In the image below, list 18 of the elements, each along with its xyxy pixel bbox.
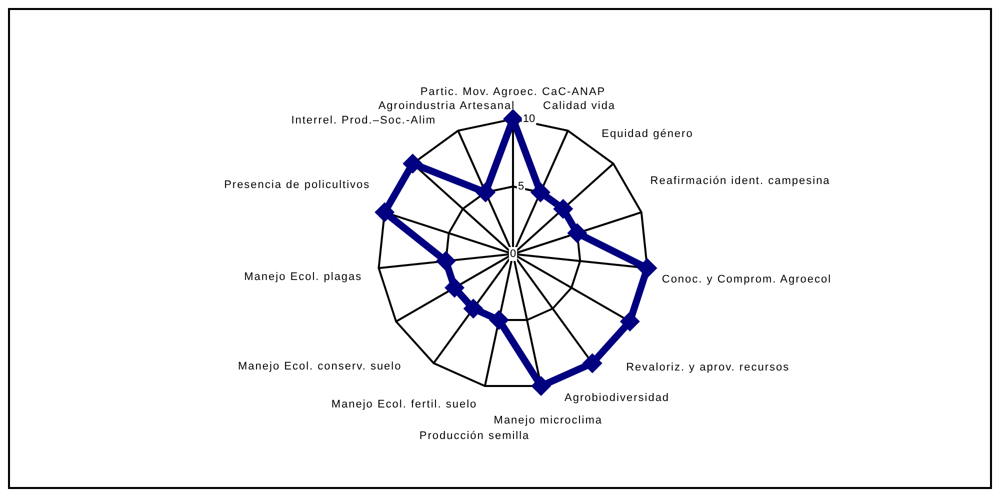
- spoke-label: Equidad género: [602, 128, 694, 140]
- spoke-label: Agroindustria Artesanal: [378, 100, 516, 112]
- spoke-label: Manejo Ecol. plagas: [244, 271, 362, 284]
- spoke-label: Conoc. y Comprom. Agroecol: [662, 274, 832, 286]
- spoke-label: Agrobiodiversidad: [564, 392, 670, 404]
- spoke-label: Revaloriz. y aprov. recursos: [626, 362, 790, 374]
- spoke-label: Manejo Ecol. conserv. suelo: [238, 360, 402, 372]
- y-tick-label: 10: [522, 113, 536, 125]
- spoke-label: Partic. Mov. Agroec. CaC-ANAP: [420, 86, 606, 98]
- y-tick-label: 0: [510, 248, 516, 260]
- y-tick-label: 5: [518, 180, 524, 192]
- spoke-label: Calidad vida: [543, 100, 616, 112]
- spoke-label: Interrel. Prod.–Soc.-Alim: [291, 114, 436, 127]
- spoke-label: Producción semilla: [419, 430, 530, 442]
- spoke-label: Reafirmación ident. campesina: [650, 175, 830, 188]
- spoke-label: Presencia de policultivos: [224, 178, 370, 191]
- spoke-label: Manejo Ecol. fertil. suelo: [331, 398, 478, 411]
- spoke-label: Manejo microclima: [494, 414, 602, 426]
